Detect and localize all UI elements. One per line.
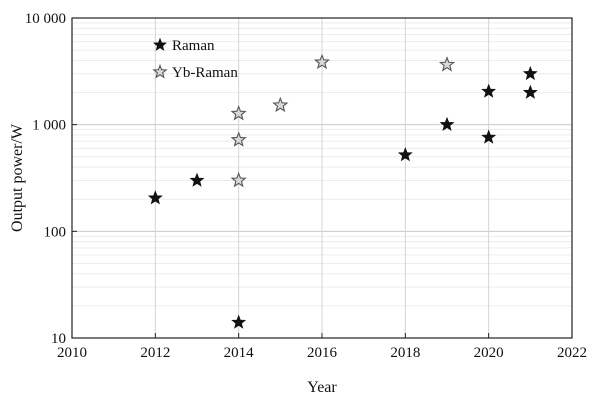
legend: Raman Yb-Raman (152, 37, 238, 81)
legend-marker-raman (153, 37, 167, 51)
data-points (147, 53, 538, 329)
data-point-raman (397, 147, 413, 162)
data-point-yb-raman (438, 56, 456, 72)
legend-label-raman: Raman (172, 38, 215, 54)
data-point-yb-raman (272, 96, 289, 113)
y-tick-label: 10 000 (25, 11, 66, 27)
y-axis: 10 100 1 000 10 000 (25, 11, 77, 347)
data-point-raman (439, 116, 455, 132)
x-tick-label: 2014 (224, 345, 255, 361)
y-tick-label: 10 (51, 331, 66, 347)
x-tick-label: 2012 (140, 345, 170, 361)
y-axis-title: Output power/W (9, 123, 26, 232)
y-tick-label: 1 000 (32, 118, 66, 134)
data-point-raman (147, 190, 163, 205)
grid (71, 17, 573, 339)
data-point-raman (189, 172, 205, 187)
x-tick-label: 2016 (307, 345, 338, 361)
data-point-raman (231, 314, 247, 329)
legend-marker-yb-raman (152, 63, 168, 79)
y-tick-label: 100 (44, 224, 67, 240)
x-tick-label: 2018 (390, 345, 420, 361)
data-point-yb-raman (230, 171, 247, 188)
x-tick-label: 2022 (557, 345, 587, 361)
data-point-yb-raman (230, 131, 247, 147)
data-point-yb-raman (313, 53, 331, 70)
data-point-raman (522, 84, 538, 99)
data-point-yb-raman (230, 105, 247, 121)
x-tick-label: 2020 (474, 345, 504, 361)
data-point-raman (481, 83, 497, 98)
x-axis-title: Year (307, 379, 337, 396)
data-point-raman (481, 129, 497, 144)
data-point-raman (522, 65, 538, 81)
x-tick-label: 2010 (57, 345, 87, 361)
x-axis: 2010 2012 2014 2016 2018 2020 2022 (57, 333, 587, 361)
legend-label-yb-raman: Yb-Raman (172, 65, 238, 81)
